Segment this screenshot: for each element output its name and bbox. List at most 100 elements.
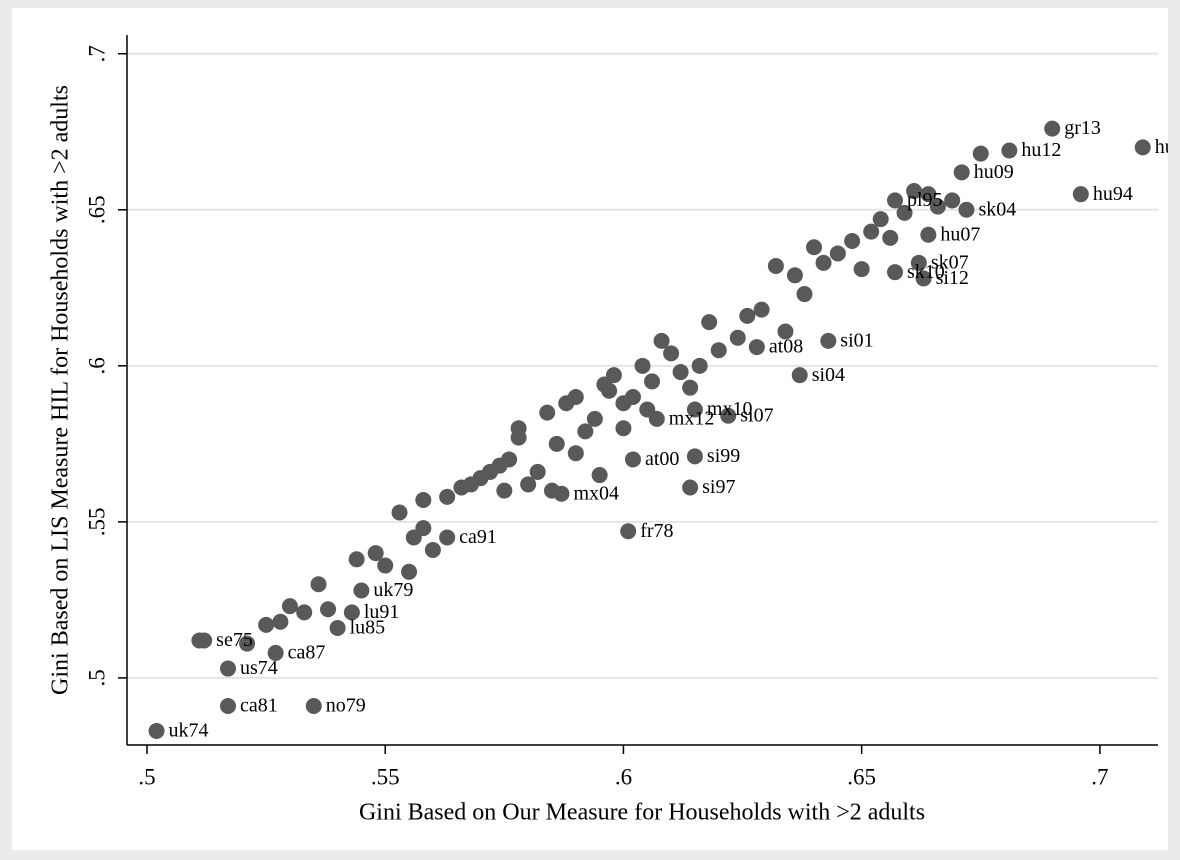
point-label: pl95 bbox=[907, 189, 943, 211]
x-tick-label: .7 bbox=[1091, 764, 1108, 789]
point bbox=[887, 264, 904, 281]
point-label: sk04 bbox=[978, 198, 1016, 220]
point-label: fr78 bbox=[640, 520, 673, 542]
point bbox=[401, 563, 418, 580]
x-tick-label: .6 bbox=[615, 764, 632, 789]
point-label: hu94 bbox=[1093, 183, 1133, 205]
point-label: ca87 bbox=[288, 642, 326, 664]
point bbox=[624, 451, 641, 468]
point bbox=[748, 339, 765, 356]
point bbox=[739, 307, 756, 324]
point bbox=[634, 357, 651, 374]
point bbox=[620, 523, 637, 540]
point bbox=[424, 541, 441, 558]
y-axis-title: Gini Based on LIS Measure HIL for Househ… bbox=[48, 85, 74, 695]
point bbox=[872, 211, 889, 228]
point-label: si99 bbox=[707, 445, 740, 467]
point-label: si01 bbox=[840, 329, 873, 351]
point bbox=[353, 582, 370, 599]
point bbox=[586, 410, 603, 427]
point-label: us74 bbox=[240, 657, 278, 679]
point bbox=[329, 619, 346, 636]
point bbox=[305, 697, 322, 714]
point bbox=[548, 435, 565, 452]
point bbox=[391, 504, 408, 521]
point bbox=[691, 357, 708, 374]
point bbox=[310, 576, 327, 593]
point bbox=[343, 604, 360, 621]
point bbox=[1001, 142, 1018, 159]
point bbox=[367, 545, 384, 562]
point bbox=[863, 223, 880, 240]
point bbox=[720, 407, 737, 424]
point-label: si07 bbox=[740, 404, 773, 426]
point bbox=[439, 529, 456, 546]
point bbox=[415, 520, 432, 537]
point bbox=[753, 301, 770, 318]
point bbox=[896, 204, 913, 221]
point bbox=[520, 476, 537, 493]
x-axis-title: Gini Based on Our Measure for Households… bbox=[359, 800, 925, 826]
point-label: uk74 bbox=[169, 720, 209, 742]
point bbox=[882, 229, 899, 246]
point bbox=[601, 382, 618, 399]
point-label: hu9 bbox=[1155, 136, 1180, 158]
point bbox=[615, 420, 632, 437]
point bbox=[767, 257, 784, 274]
point bbox=[929, 198, 946, 215]
point bbox=[682, 479, 699, 496]
point-label: ca81 bbox=[240, 695, 278, 717]
point bbox=[972, 145, 989, 162]
y-tick-label: .65 bbox=[84, 195, 109, 224]
point bbox=[820, 332, 837, 349]
point bbox=[686, 448, 703, 465]
point-label: si12 bbox=[936, 267, 969, 289]
point bbox=[320, 601, 337, 618]
point-label: se75 bbox=[216, 629, 253, 651]
point bbox=[272, 613, 289, 630]
point bbox=[439, 488, 456, 505]
point bbox=[701, 314, 718, 331]
point-label: at00 bbox=[645, 448, 679, 470]
point bbox=[644, 373, 661, 390]
point bbox=[915, 270, 932, 287]
point bbox=[577, 423, 594, 440]
point bbox=[844, 232, 861, 249]
point bbox=[906, 183, 923, 200]
point bbox=[567, 389, 584, 406]
point bbox=[148, 722, 165, 739]
point bbox=[539, 404, 556, 421]
point bbox=[958, 201, 975, 218]
point bbox=[682, 379, 699, 396]
point bbox=[953, 164, 970, 181]
point-label: mx12 bbox=[669, 407, 715, 429]
point-label: hu12 bbox=[1021, 139, 1061, 161]
point-label: hu07 bbox=[940, 223, 980, 245]
point bbox=[348, 551, 365, 568]
point-label: lu85 bbox=[350, 617, 386, 639]
x-tick-label: .55 bbox=[371, 764, 400, 789]
point bbox=[887, 192, 904, 209]
point-label: at08 bbox=[769, 336, 803, 358]
point-label: hu09 bbox=[974, 161, 1014, 183]
point bbox=[663, 345, 680, 362]
point bbox=[496, 482, 513, 499]
point bbox=[220, 660, 237, 677]
y-tick-label: .5 bbox=[84, 669, 109, 686]
point-label: uk79 bbox=[373, 579, 413, 601]
point bbox=[672, 364, 689, 381]
point bbox=[191, 632, 208, 649]
point bbox=[710, 342, 727, 359]
point bbox=[543, 482, 560, 499]
point bbox=[944, 192, 961, 209]
point bbox=[729, 329, 746, 346]
point bbox=[791, 367, 808, 384]
point bbox=[1072, 186, 1089, 203]
point-label: ca91 bbox=[459, 526, 497, 548]
point-label: gr13 bbox=[1064, 117, 1101, 139]
point bbox=[529, 463, 546, 480]
point bbox=[415, 492, 432, 509]
point bbox=[910, 254, 927, 271]
